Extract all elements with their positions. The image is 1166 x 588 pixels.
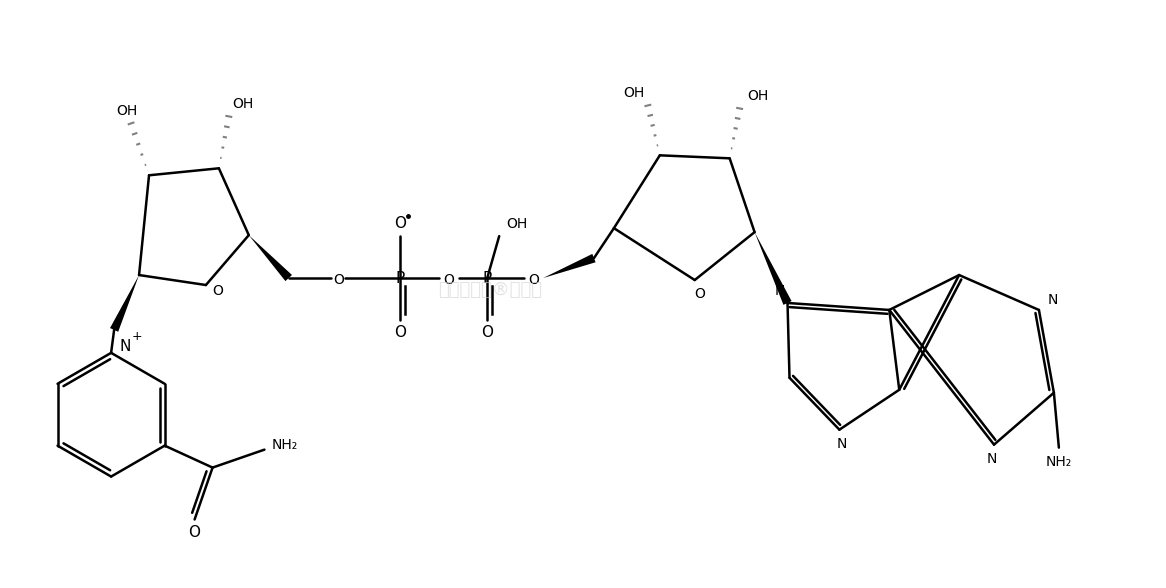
Text: N: N [774,284,785,298]
Text: O: O [394,325,407,340]
Polygon shape [543,254,596,278]
Text: O: O [443,273,455,287]
Polygon shape [754,232,792,305]
Text: O: O [189,525,201,540]
Text: OH: OH [747,89,768,103]
Polygon shape [248,235,292,281]
Text: 华夏化工网®化学加: 华夏化工网®化学加 [438,281,542,299]
Text: OH: OH [232,98,253,112]
Text: NH₂: NH₂ [1046,455,1072,469]
Text: N: N [1048,293,1058,307]
Text: +: + [132,330,142,343]
Text: NH₂: NH₂ [272,437,297,452]
Text: N: N [986,452,997,466]
Text: O: O [482,325,493,340]
Text: OH: OH [624,86,645,101]
Text: N: N [119,339,131,355]
Text: N: N [836,437,847,450]
Text: O: O [694,287,705,301]
Text: OH: OH [506,217,528,231]
Text: O: O [528,273,540,287]
Text: O: O [212,284,224,298]
Text: O: O [333,273,344,287]
Polygon shape [110,275,139,332]
Text: P: P [395,270,405,286]
Text: P: P [483,270,492,286]
Text: OH: OH [117,105,138,118]
Text: O: O [394,216,407,230]
